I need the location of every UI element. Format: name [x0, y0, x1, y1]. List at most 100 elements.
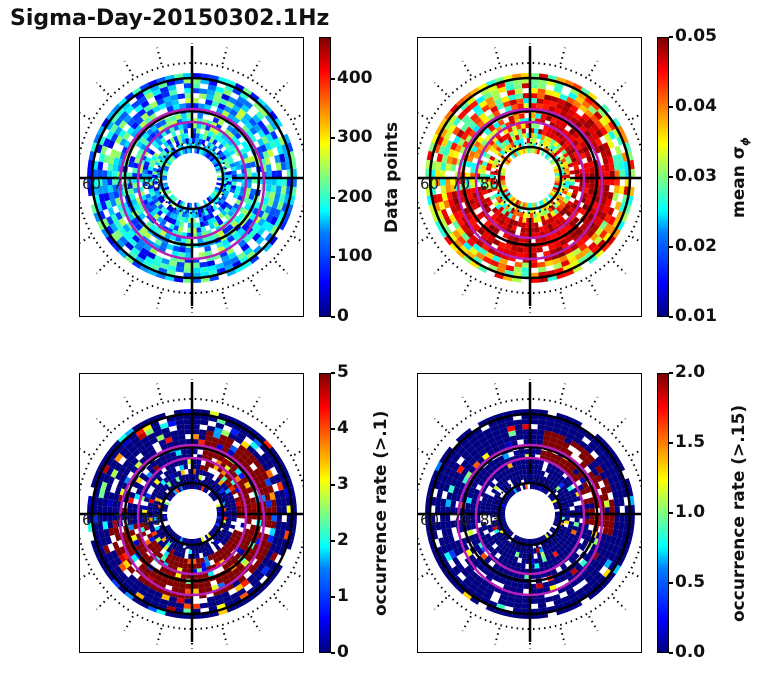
heatmap-cell	[583, 129, 592, 138]
heatmap-cell	[127, 172, 133, 178]
heatmap-cell	[513, 419, 523, 426]
heatmap-cell	[121, 101, 131, 111]
heatmap-cell	[155, 158, 162, 164]
heatmap-cell	[510, 440, 518, 447]
heatmap-cell	[568, 489, 576, 495]
heatmap-cell	[257, 120, 266, 130]
heatmap-cell	[241, 488, 249, 496]
heatmap-cell	[499, 257, 509, 265]
heatmap-cell	[177, 535, 182, 542]
heatmap-cell	[162, 175, 168, 178]
heatmap-cell	[137, 95, 147, 105]
heatmap-cell	[532, 484, 536, 490]
colorbar-label: occurrence rate (>.15)	[729, 404, 749, 621]
heatmap-cell	[550, 526, 556, 532]
heatmap-cell	[560, 494, 567, 500]
heatmap-cell	[156, 216, 164, 224]
heatmap-cell	[183, 464, 189, 470]
heatmap-cell	[224, 213, 231, 221]
heatmap-cell	[268, 446, 279, 457]
mlt-tick-line	[274, 417, 289, 432]
heatmap-cell	[227, 210, 235, 217]
heatmap-cell	[170, 531, 176, 537]
heatmap-cell	[232, 193, 239, 200]
heatmap-cell	[211, 192, 217, 198]
heatmap-cell	[542, 534, 548, 540]
heatmap-cell	[498, 143, 505, 150]
heatmap-cell	[464, 117, 474, 127]
heatmap-cell	[179, 464, 185, 471]
heatmap-cell	[172, 544, 178, 551]
heatmap-cell	[217, 438, 226, 447]
heatmap-cell	[510, 153, 516, 159]
heatmap-cell	[282, 469, 291, 480]
heatmap-cell	[476, 212, 485, 220]
heatmap-cell	[261, 471, 270, 481]
heatmap-cell	[481, 189, 488, 196]
heatmap-cell	[198, 216, 204, 223]
heatmap-cell	[436, 489, 444, 499]
lat-label: 60	[420, 511, 439, 529]
heatmap-cell	[162, 516, 168, 520]
heatmap-cell	[584, 486, 592, 494]
heatmap-cell	[127, 432, 138, 442]
colorbar-occurrence-01	[319, 373, 331, 653]
heatmap-cell	[226, 530, 233, 537]
colorbar-tick-mark	[331, 137, 335, 140]
heatmap-cell	[235, 185, 242, 191]
heatmap-cell	[589, 519, 595, 526]
heatmap-cell	[211, 552, 217, 560]
heatmap-cell	[519, 149, 524, 155]
heatmap-cell	[607, 543, 615, 553]
heatmap-cell	[513, 476, 519, 483]
heatmap-cell	[245, 465, 254, 474]
heatmap-cell	[497, 262, 507, 270]
heatmap-cell	[603, 213, 612, 223]
heatmap-cell	[169, 194, 175, 200]
heatmap-cell	[259, 107, 269, 117]
heatmap-cell	[273, 137, 282, 148]
heatmap-cell	[149, 494, 156, 501]
heatmap-cell	[564, 155, 571, 162]
heatmap-cell	[98, 546, 106, 557]
heatmap-cell	[241, 152, 249, 160]
heatmap-cell	[501, 184, 507, 189]
heatmap-cell	[538, 485, 543, 492]
heatmap-cell	[607, 139, 615, 149]
heatmap-cell	[252, 232, 261, 242]
heatmap-cell	[495, 482, 502, 489]
heatmap-cell	[508, 218, 515, 225]
heatmap-cell	[515, 486, 520, 493]
heatmap-cell	[112, 184, 119, 192]
heatmap-cell	[236, 563, 246, 572]
heatmap-cell	[112, 500, 119, 508]
heatmap-cell	[232, 260, 242, 269]
heatmap-cell	[484, 220, 492, 228]
heatmap-cell	[459, 101, 469, 111]
heatmap-cell	[129, 193, 136, 201]
heatmap-cell	[148, 200, 156, 207]
heatmap-cell	[195, 128, 201, 134]
heatmap-cell	[504, 139, 510, 146]
heatmap-cell	[159, 534, 166, 540]
heatmap-cell	[562, 198, 569, 204]
heatmap-cell	[127, 519, 133, 526]
heatmap-cell	[130, 465, 139, 474]
heatmap-cell	[526, 138, 530, 144]
heatmap-cell	[107, 207, 115, 217]
heatmap-cell	[565, 475, 573, 482]
heatmap-cell	[131, 112, 141, 122]
heatmap-cell	[562, 135, 569, 143]
heatmap-cell	[494, 209, 502, 217]
heatmap-cell	[157, 603, 168, 611]
heatmap-cell	[462, 427, 473, 438]
heatmap-cell	[270, 499, 277, 508]
heatmap-cell	[532, 202, 536, 208]
heatmap-cell	[465, 470, 473, 479]
heatmap-cell	[587, 134, 595, 143]
heatmap-cell	[559, 574, 568, 582]
heatmap-cell	[153, 255, 163, 263]
heatmap-cell	[443, 446, 454, 457]
heatmap-cell	[476, 563, 486, 572]
heatmap-cell	[234, 82, 245, 92]
